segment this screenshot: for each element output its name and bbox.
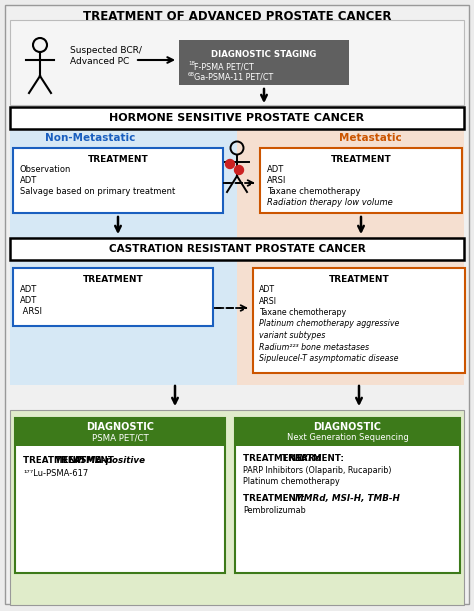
Text: TREATMENT:: TREATMENT: [23,456,88,465]
Text: DIAGNOSTIC: DIAGNOSTIC [86,422,154,432]
Bar [10,129,237,245]
Bar [13,148,223,213]
Text: Platinum chemotherapy: Platinum chemotherapy [243,477,340,486]
Bar [10,107,464,129]
Text: TREATMENT: TREATMENT [331,155,392,164]
Text: TREATMENT: TREATMENT [328,275,389,284]
Text: TREATMENT OF ADVANCED PROSTATE CANCER: TREATMENT OF ADVANCED PROSTATE CANCER [83,10,391,23]
Text: PSMA-positive: PSMA-positive [75,456,146,465]
Text: Metastatic: Metastatic [338,133,401,143]
Bar [179,40,349,85]
Text: HRRd: HRRd [295,454,322,463]
Text: TREATMENT:: TREATMENT: [243,494,308,503]
Text: Radium²²³ bone metastases: Radium²²³ bone metastases [259,343,369,351]
Text: PARP Inhibitors (Olaparib, Rucaparib): PARP Inhibitors (Olaparib, Rucaparib) [243,466,392,475]
Text: DIAGNOSTIC: DIAGNOSTIC [313,422,382,432]
Bar [10,410,464,605]
Text: Sipuleucel-T asymptomatic disease: Sipuleucel-T asymptomatic disease [259,354,399,363]
Text: F-PSMA PET/CT: F-PSMA PET/CT [194,62,254,71]
Text: Pembrolizumab: Pembrolizumab [243,506,306,515]
Text: ADT: ADT [20,176,37,185]
Text: Radiation therapy low volume: Radiation therapy low volume [267,198,393,207]
Bar [237,260,464,385]
Text: variant subtypes: variant subtypes [259,331,325,340]
Text: TREATMENT:: TREATMENT: [283,454,347,463]
Circle shape [235,166,244,175]
Text: Next Generation Sequencing: Next Generation Sequencing [287,433,409,442]
Text: MMRd, MSI-H, TMB-H: MMRd, MSI-H, TMB-H [295,494,400,503]
Bar [235,418,460,446]
Text: DIAGNOSTIC STAGING: DIAGNOSTIC STAGING [211,50,317,59]
Text: ARSI: ARSI [267,176,286,185]
Text: TREATMENT:: TREATMENT: [55,456,120,465]
Bar [15,418,225,446]
Text: ADT: ADT [259,285,275,294]
Text: Observation: Observation [20,165,72,174]
Text: Non-Metastatic: Non-Metastatic [45,133,135,143]
Text: ADT: ADT [267,165,284,174]
Bar [253,268,465,373]
Text: ARSI: ARSI [20,307,42,316]
Circle shape [226,159,235,169]
Text: 18: 18 [188,61,195,66]
Bar [15,418,225,573]
Text: ADT: ADT [20,285,37,294]
Bar [13,268,213,326]
Bar [10,260,237,385]
Text: ¹⁷⁷Lu-PSMA-617: ¹⁷⁷Lu-PSMA-617 [23,469,88,478]
Text: Taxane chemotherapy: Taxane chemotherapy [267,187,361,196]
Text: 68: 68 [188,72,195,77]
Text: TREATMENT: TREATMENT [82,275,143,284]
Text: Taxane chemotherapy: Taxane chemotherapy [259,308,346,317]
Bar [260,148,462,213]
Bar [235,418,460,573]
Text: ADT: ADT [20,296,37,305]
Text: Salvage based on primary treatment: Salvage based on primary treatment [20,187,175,196]
Text: Ga-PSMA-11 PET/CT: Ga-PSMA-11 PET/CT [194,73,273,82]
Text: Platinum chemotherapy aggressive: Platinum chemotherapy aggressive [259,320,400,329]
Text: ARSI: ARSI [259,296,277,306]
Text: HORMONE SENSITIVE PROSTATE CANCER: HORMONE SENSITIVE PROSTATE CANCER [109,113,365,123]
Bar [237,129,464,245]
Bar [10,238,464,260]
Text: CASTRATION RESISTANT PROSTATE CANCER: CASTRATION RESISTANT PROSTATE CANCER [109,244,365,254]
Text: PSMA PET/CT: PSMA PET/CT [91,433,148,442]
Text: Suspected BCR/
Advanced PC: Suspected BCR/ Advanced PC [70,46,142,66]
Text: TREATMENT:: TREATMENT: [243,454,308,463]
Text: TREATMENT: TREATMENT [88,155,148,164]
Bar [10,20,464,105]
